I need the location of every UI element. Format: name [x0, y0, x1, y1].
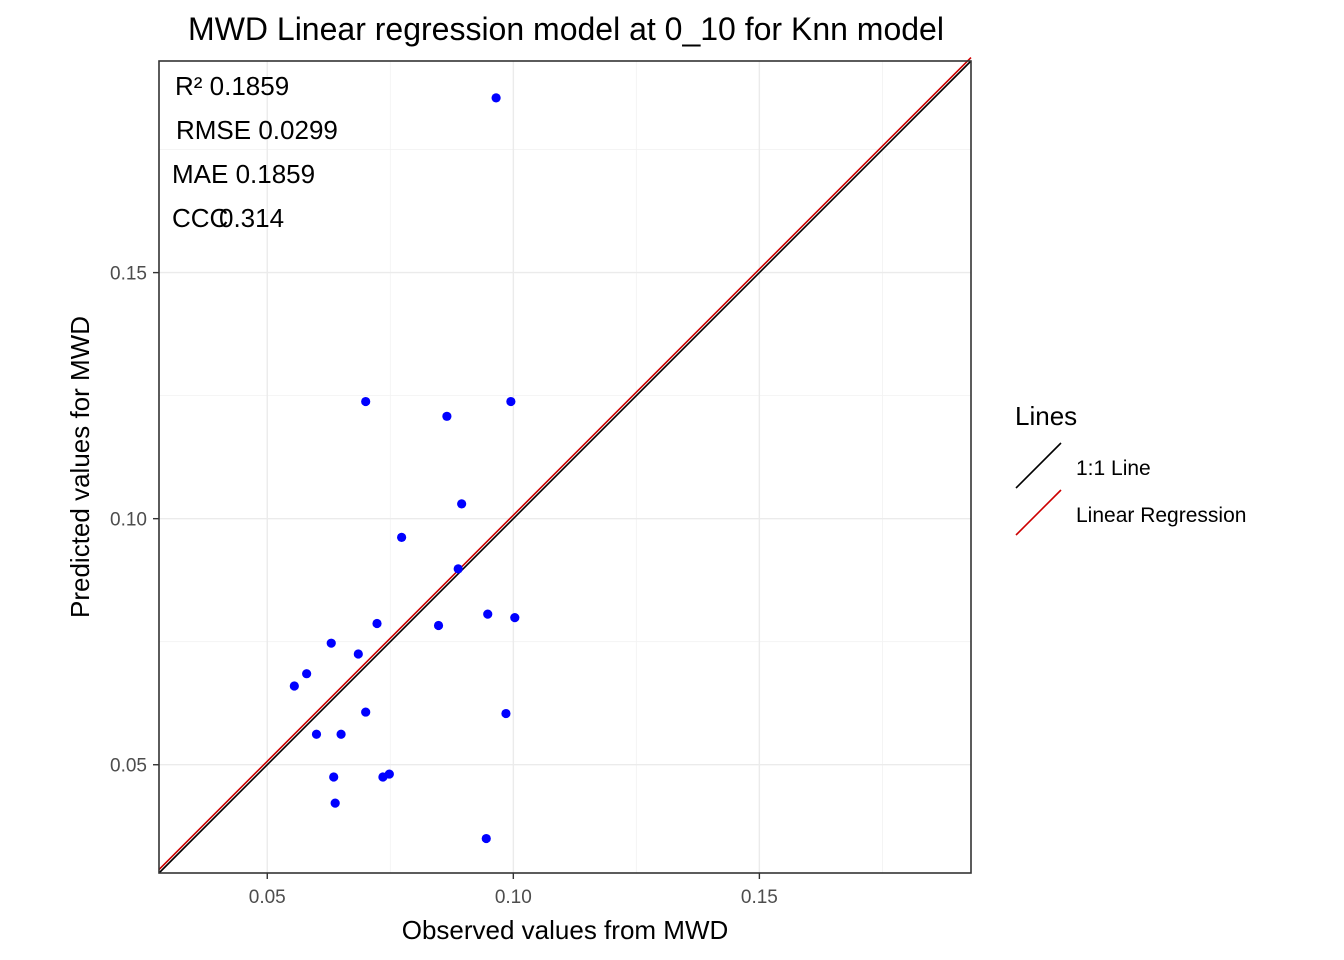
- data-point-15: [289, 681, 299, 691]
- data-point-17: [501, 708, 511, 719]
- plot-panel-border: [158, 60, 972, 874]
- stats-annotations: R² 0.1859 RMSE 0.0299 MAE 0.1859 CCC 0.3…: [172, 71, 338, 233]
- data-point-16: [361, 707, 371, 717]
- data-point-7: [453, 564, 463, 574]
- data-point-12: [326, 638, 336, 648]
- data-point-5: [457, 499, 467, 509]
- x-tick-label-0.100: 0.10: [495, 887, 532, 908]
- rmse-annotation: RMSE 0.0299: [176, 115, 338, 145]
- linear-regression-line: [158, 56, 972, 871]
- x-axis: 0.05 0.10 0.15: [249, 873, 778, 908]
- data-point-1: [491, 93, 501, 103]
- legend-label-linear-regression: Linear Regression: [1076, 504, 1246, 527]
- x-tick-label-0.050: 0.05: [249, 887, 286, 908]
- y-tick-label-0.100: 0.10: [110, 510, 147, 531]
- data-point-24: [481, 833, 491, 844]
- data-point-22: [384, 769, 394, 779]
- data-point-6: [397, 532, 407, 542]
- grid: [159, 61, 971, 873]
- data-point-10: [372, 618, 382, 629]
- one-to-one-line: [158, 60, 972, 874]
- data-point-19: [336, 729, 346, 739]
- data-point-18: [311, 729, 322, 739]
- data-point-14: [302, 669, 312, 679]
- legend-key-linear-regression: [1015, 489, 1062, 536]
- ccc-annotation-value: 0.314: [219, 203, 284, 233]
- data-points: [289, 93, 520, 844]
- legend-label-1-1-line: 1:1 Line: [1076, 457, 1151, 480]
- legend: Lines 1:1 Line Linear Regression: [1015, 401, 1246, 536]
- reference-lines: [158, 56, 972, 874]
- y-tick-label-0.150: 0.15: [110, 264, 147, 285]
- data-point-13: [353, 649, 363, 659]
- data-point-11: [433, 620, 444, 631]
- legend-entry-1-1-line: 1:1 Line: [1015, 442, 1151, 489]
- ccc-annotation-label: CCC: [172, 203, 228, 233]
- legend-key-1-1-line: [1015, 442, 1062, 489]
- y-axis-title: Predicted values for MWD: [65, 316, 95, 618]
- data-point-4: [442, 411, 452, 421]
- x-axis-title: Observed values from MWD: [402, 915, 729, 945]
- chart-title: MWD Linear regression model at 0_10 for …: [188, 11, 944, 47]
- data-point-3: [506, 396, 516, 407]
- data-point-20: [329, 772, 339, 782]
- y-tick-label-0.050: 0.05: [110, 756, 147, 777]
- data-point-23: [330, 798, 340, 808]
- x-tick-label-0.150: 0.15: [741, 887, 778, 908]
- data-point-8: [483, 609, 493, 619]
- mae-annotation: MAE 0.1859: [172, 159, 315, 189]
- legend-entry-linear-regression: Linear Regression: [1015, 489, 1246, 536]
- legend-title: Lines: [1015, 401, 1077, 431]
- data-point-2: [361, 396, 371, 407]
- y-axis: 0.05 0.10 0.15: [110, 264, 159, 777]
- r2-annotation: R² 0.1859: [175, 71, 289, 101]
- data-point-9: [510, 612, 520, 623]
